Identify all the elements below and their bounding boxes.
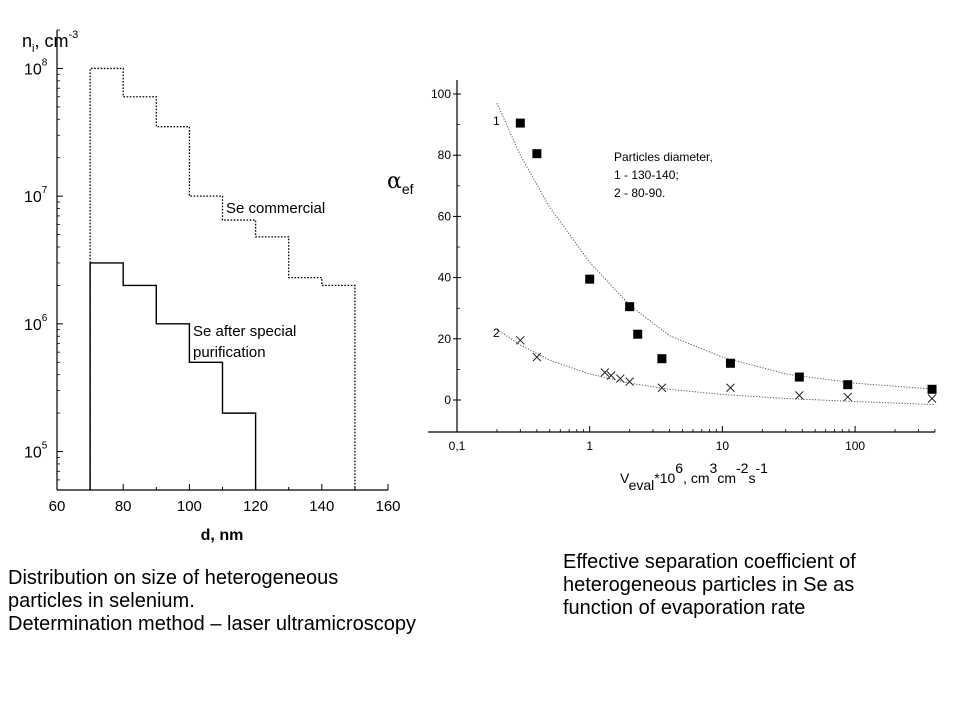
x-axis-label: Veval*106, cm3cm-2s-1 xyxy=(620,460,768,493)
x-axis-label-unit2-exponent: -2 xyxy=(736,460,749,476)
y-axis-label: αef xyxy=(387,169,414,197)
data-point-cross xyxy=(927,394,937,403)
y-tick-label: 0 xyxy=(444,393,451,407)
caption-left-line-2: particles in selenium. xyxy=(8,590,195,612)
data-point-square xyxy=(585,274,595,284)
x-tick-label: 1 xyxy=(586,439,593,453)
caption-left-line-3: Determination method – laser ultramicros… xyxy=(8,613,416,635)
data-point-cross xyxy=(726,383,735,393)
y-tick-base: 10 xyxy=(24,317,42,334)
x-axis-label-unit2: cm xyxy=(717,470,736,486)
data-point-square xyxy=(532,149,542,159)
series-label-purified-line-2: purification xyxy=(193,344,266,361)
series-step-line-2 xyxy=(89,262,257,490)
x-tick-label: 100 xyxy=(845,439,865,453)
x-axis-label-unit3: s xyxy=(748,470,755,486)
y-tick-label: 100 xyxy=(431,87,451,101)
y-axis-label: ni, cm-3 xyxy=(22,29,78,55)
data-point-square xyxy=(794,372,804,382)
y-tick-label: 107 xyxy=(24,185,48,206)
fit-curve-2 xyxy=(496,329,936,406)
x-axis-label-multiplier: *10 xyxy=(654,470,675,486)
y-tick-base: 10 xyxy=(24,61,42,78)
data-point-cross xyxy=(606,371,616,380)
data-point-cross xyxy=(600,368,610,377)
caption-left: Distribution on size of heterogeneous pa… xyxy=(8,567,528,636)
x-tick-label: 140 xyxy=(309,498,334,515)
series-label-commercial: Se commercial xyxy=(226,200,325,217)
y-axis-label-unit-exponent: -3 xyxy=(68,29,78,41)
series-step-line-1 xyxy=(89,67,356,490)
data-point-square xyxy=(515,118,525,128)
caption-right-line-2: heterogeneous particles in Se as xyxy=(563,574,855,596)
y-tick-exponent: 5 xyxy=(42,441,48,452)
data-point-cross xyxy=(625,377,635,386)
x-axis-label: d, nm xyxy=(201,527,244,544)
x-axis-label-v: V xyxy=(620,470,630,486)
caption-right: Effective separation coefficient of hete… xyxy=(563,551,943,620)
caption-left-line-1: Distribution on size of heterogeneous xyxy=(8,567,339,589)
x-tick-label: 80 xyxy=(115,498,132,515)
y-tick-exponent: 7 xyxy=(42,185,48,196)
data-point-square xyxy=(843,380,853,390)
data-point-square xyxy=(657,354,667,364)
data-point-cross xyxy=(657,383,667,393)
y-tick-label: 20 xyxy=(438,332,452,346)
x-tick-label: 160 xyxy=(375,498,400,515)
y-tick-label: 80 xyxy=(438,148,452,162)
y-axis-label-subscript: i xyxy=(32,43,34,55)
y-tick-label: 40 xyxy=(438,271,452,285)
y-tick-label: 60 xyxy=(438,209,452,223)
caption-right-line-3: function of evaporation rate xyxy=(563,597,806,619)
legend-line-3: 2 - 80-90. xyxy=(614,186,665,200)
x-tick-label: 0,1 xyxy=(449,439,466,453)
y-tick-base: 10 xyxy=(24,189,42,206)
legend-line-1: Particles diameter, xyxy=(614,150,713,164)
y-tick-exponent: 8 xyxy=(42,57,48,68)
x-tick-label: 10 xyxy=(716,439,730,453)
x-axis-label-multiplier-exponent: 6 xyxy=(675,460,683,476)
y-tick-label: 108 xyxy=(24,57,48,78)
series-label-1: 1 xyxy=(493,114,500,128)
series-label-2: 2 xyxy=(493,326,500,340)
fit-curve-1 xyxy=(496,102,936,390)
y-axis-label-unit: , cm xyxy=(34,31,68,51)
data-point-cross xyxy=(794,391,804,400)
x-axis-label-v-subscript: eval xyxy=(629,477,655,493)
data-point-cross xyxy=(843,392,853,402)
x-axis-label-unit: , cm xyxy=(683,470,709,486)
y-tick-exponent: 6 xyxy=(42,313,48,324)
x-tick-label: 100 xyxy=(177,498,202,515)
y-tick-label: 106 xyxy=(24,313,48,334)
y-tick-base: 10 xyxy=(24,445,42,462)
data-point-cross xyxy=(515,335,525,345)
data-point-square xyxy=(625,302,635,312)
y-axis-label-subscript: ef xyxy=(402,181,414,197)
legend-line-2: 1 - 130-140; xyxy=(614,168,679,182)
separation-coefficient-chart: 0 20 40 60 80 100 0,1 1 10 100 1 2 Particles diamete… xyxy=(387,80,937,493)
data-point-cross xyxy=(615,374,625,383)
data-point-cross xyxy=(532,352,542,362)
data-point-square xyxy=(927,384,937,394)
x-tick-label: 120 xyxy=(243,498,268,515)
caption-right-line-1: Effective separation coefficient of xyxy=(563,551,856,573)
series-label-purified-line-1: Se after special xyxy=(193,323,296,340)
x-axis-label-unit-exponent: 3 xyxy=(710,460,718,476)
x-axis-label-unit3-exponent: -1 xyxy=(755,460,768,476)
y-axis-label-symbol: α xyxy=(387,169,402,194)
data-point-square xyxy=(725,358,735,368)
x-tick-label: 60 xyxy=(49,498,66,515)
y-tick-label: 105 xyxy=(24,441,48,462)
y-axis-label-symbol: n xyxy=(22,31,32,51)
data-point-square xyxy=(633,329,643,339)
